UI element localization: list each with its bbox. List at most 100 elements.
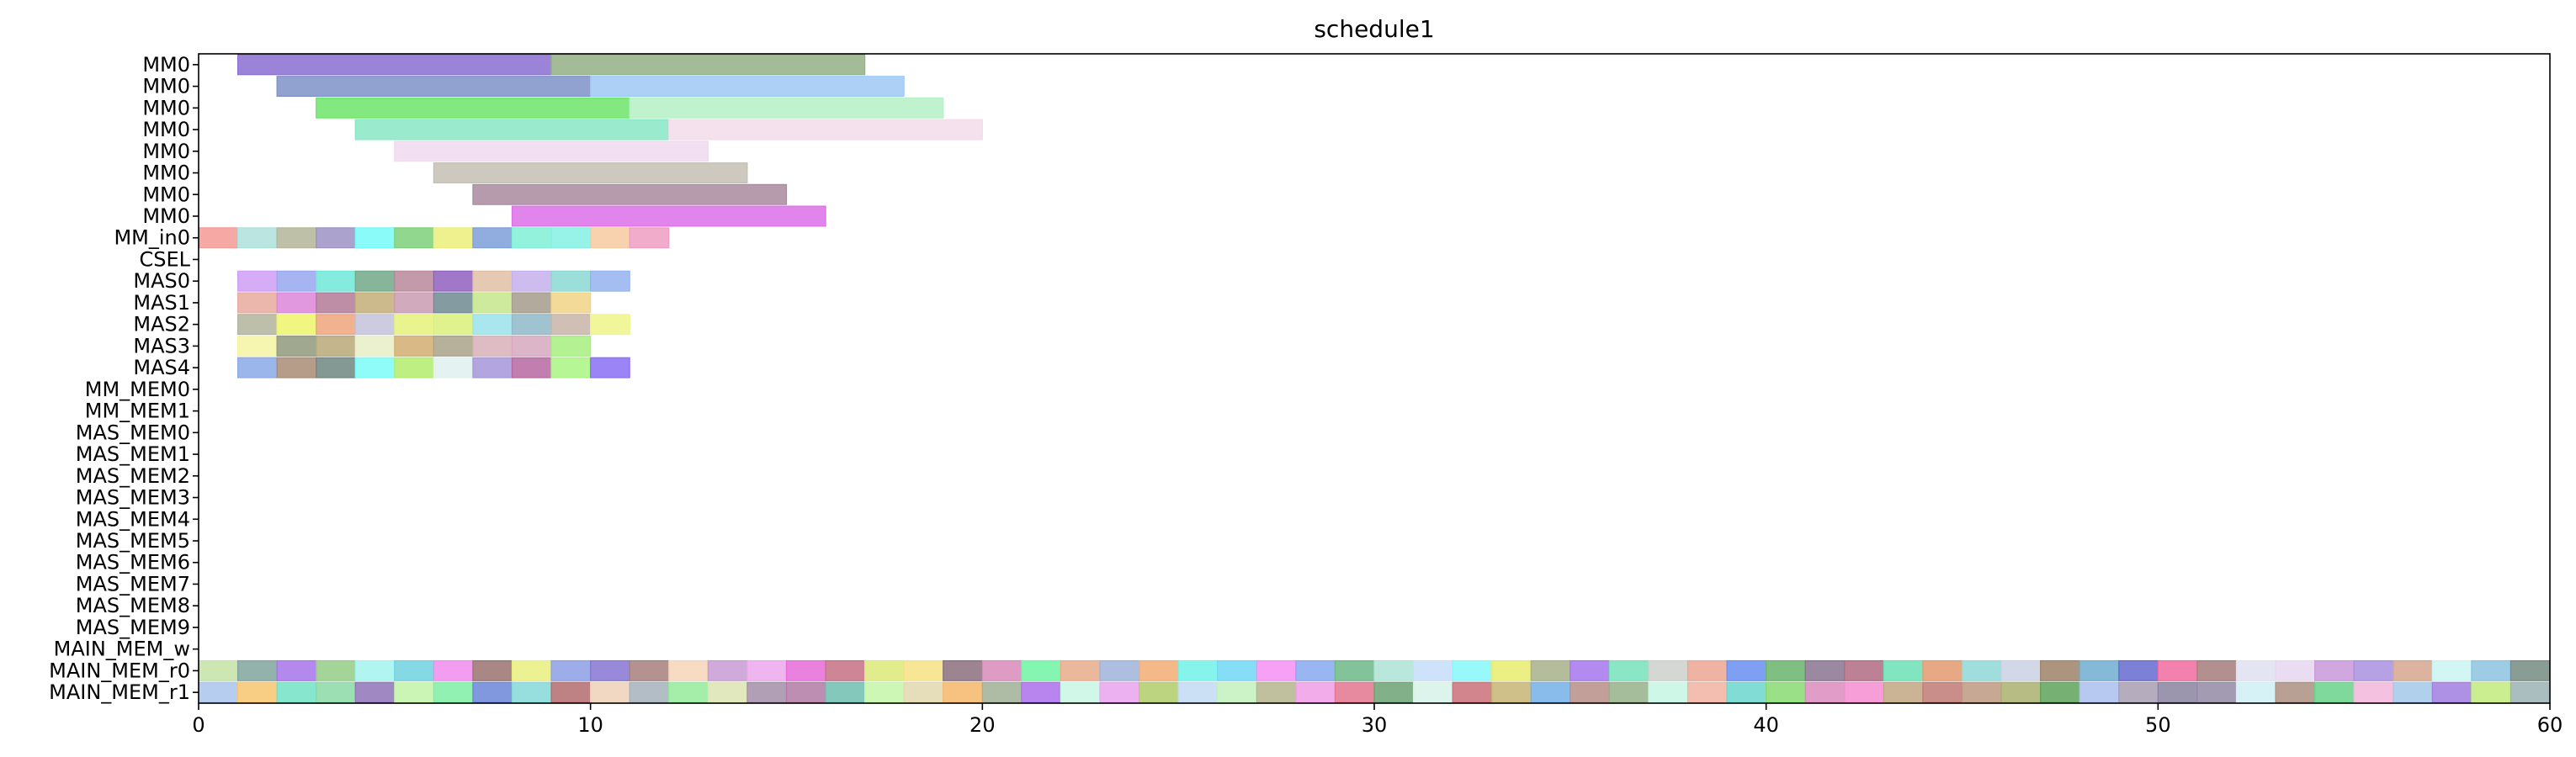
y-tick-label: MAIN_MEM_r1	[49, 680, 190, 704]
bar-task	[1883, 681, 1924, 703]
bar-task	[2235, 659, 2276, 681]
bar-task	[354, 357, 396, 378]
x-tick-label: 10	[577, 713, 603, 737]
y-tick-label: MM0	[142, 140, 190, 163]
bar-task	[1922, 681, 1963, 703]
bar-task	[1844, 659, 1884, 681]
bar-task	[2079, 659, 2120, 681]
bar-task	[511, 205, 826, 227]
bar-task	[1570, 659, 1611, 681]
bar-task	[2196, 659, 2238, 681]
y-tick-label: MM0	[142, 96, 190, 119]
bar-task	[511, 659, 552, 681]
bar-task	[316, 659, 356, 681]
y-tick-label: CSEL	[139, 247, 190, 271]
bar-task	[394, 357, 435, 378]
bar-task	[943, 681, 983, 703]
bar-task	[2314, 681, 2355, 703]
bar-task	[1373, 659, 1415, 681]
bar-task	[198, 659, 239, 681]
bar-task	[2471, 681, 2512, 703]
bar-task	[1138, 659, 1179, 681]
bar-task	[394, 270, 435, 292]
y-tick-label: MAS_MEM1	[76, 442, 190, 466]
bar-task	[276, 270, 317, 292]
bar-task	[472, 335, 513, 357]
bar-task	[1766, 681, 1806, 703]
bar-task	[276, 292, 317, 314]
bar-task	[236, 335, 278, 357]
y-tick-label: MAS4	[133, 356, 190, 379]
bar-task	[236, 270, 278, 292]
bar-task	[590, 681, 630, 703]
x-tick-label: 0	[192, 713, 204, 737]
bar-task	[1060, 659, 1101, 681]
bar-task	[1099, 659, 1140, 681]
bar-task	[2040, 659, 2080, 681]
bar-task	[316, 335, 356, 357]
bar-task	[354, 681, 396, 703]
plot-frame	[198, 53, 2551, 704]
bar-task	[2118, 659, 2159, 681]
y-tick-label: MAS1	[133, 291, 190, 315]
bar-task	[981, 659, 1022, 681]
bar-task	[433, 681, 474, 703]
bar-task	[590, 76, 905, 98]
bar-task	[276, 357, 317, 378]
bar-task	[550, 227, 592, 249]
bar-task	[1686, 681, 1728, 703]
bar-task	[1334, 659, 1375, 681]
bar-task	[394, 140, 709, 162]
bar-task	[550, 357, 592, 378]
bar-task	[1412, 681, 1453, 703]
bar-task	[1570, 681, 1611, 703]
bar-task	[2510, 659, 2551, 681]
bar-task	[2353, 659, 2394, 681]
bar-task	[1726, 659, 1767, 681]
y-tick-label: MM0	[142, 183, 190, 206]
bar-task	[236, 357, 278, 378]
bar-task	[433, 314, 474, 336]
bar-task	[276, 314, 317, 336]
y-tick-label: MM0	[142, 204, 190, 228]
x-tick-label: 40	[1753, 713, 1779, 737]
bar-task	[472, 292, 513, 314]
bar-task	[1844, 681, 1884, 703]
bar-task	[1766, 659, 1806, 681]
bar-task	[1412, 659, 1453, 681]
bar-task	[1373, 681, 1415, 703]
bar-task	[550, 681, 592, 703]
bar-task	[316, 227, 356, 249]
bar-task	[236, 292, 278, 314]
bar-task	[316, 314, 356, 336]
bar-task	[1530, 659, 1571, 681]
bar-task	[472, 357, 513, 378]
bar-task	[550, 270, 592, 292]
bar-task	[354, 119, 670, 140]
bar-task	[629, 97, 944, 119]
bar-task	[2000, 681, 2042, 703]
y-tick-label: MM0	[142, 53, 190, 77]
bar-task	[2353, 681, 2394, 703]
bar-task	[1804, 659, 1846, 681]
bar-task	[707, 681, 748, 703]
bar-task	[1961, 681, 2002, 703]
bar-task	[236, 681, 278, 703]
bar-task	[1726, 681, 1767, 703]
y-tick-label: MAS_MEM4	[76, 507, 190, 531]
bar-task	[2393, 659, 2433, 681]
bar-task	[433, 335, 474, 357]
bar-task	[394, 227, 435, 249]
bar-task	[316, 357, 356, 378]
bar-task	[511, 227, 552, 249]
bar-task	[354, 227, 396, 249]
y-tick-label: MAS_MEM2	[76, 464, 190, 488]
x-tick-label: 20	[969, 713, 996, 737]
bar-task	[236, 54, 552, 76]
y-tick-label: MAS_MEM9	[76, 616, 190, 639]
bar-task	[1217, 681, 1257, 703]
x-tick-label: 30	[1362, 713, 1388, 737]
y-tick-label: MM0	[142, 75, 190, 98]
y-tick-label: MAS2	[133, 313, 190, 336]
bar-task	[354, 314, 396, 336]
